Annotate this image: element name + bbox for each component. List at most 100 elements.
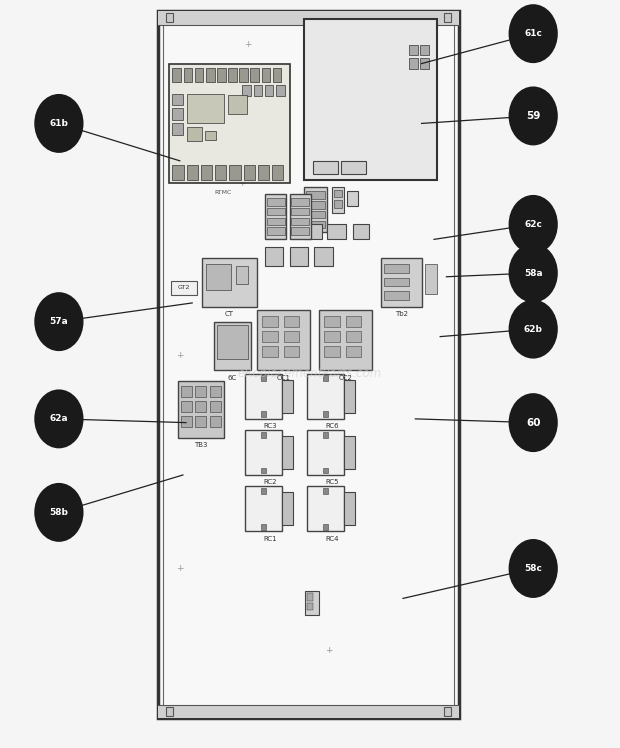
Bar [171,280,197,295]
Bar [344,380,355,413]
Bar [267,198,285,206]
Bar [181,386,192,397]
Text: eReplacementParts.com: eReplacementParts.com [238,367,382,381]
Bar [384,278,409,286]
Text: 62b: 62b [524,325,542,334]
Bar [228,95,247,114]
Bar [265,194,286,239]
Bar [195,401,206,412]
Text: 57a: 57a [50,317,68,326]
Bar [305,591,319,615]
Circle shape [510,88,557,144]
Bar [409,45,418,55]
Bar [323,488,328,494]
Bar [181,416,192,427]
Bar [307,486,344,531]
Text: CC1: CC1 [277,375,291,381]
Circle shape [510,301,557,358]
Bar [242,85,251,96]
Bar [323,411,328,417]
Bar [291,218,309,225]
Circle shape [35,293,82,350]
Circle shape [510,196,557,253]
Bar [420,45,429,55]
Text: RC2: RC2 [263,479,277,485]
Bar [319,310,372,370]
Bar [290,247,308,266]
Text: +: + [176,564,184,573]
Bar [265,247,283,266]
Bar [324,316,340,327]
Bar [284,331,299,342]
Bar [215,165,226,180]
Bar [323,432,328,438]
Bar [158,705,459,718]
Bar [158,11,459,718]
Circle shape [510,5,557,62]
Circle shape [35,95,82,152]
Bar [290,194,311,239]
Bar [172,123,183,135]
Bar [384,291,409,300]
Bar [187,165,198,180]
Bar [267,208,285,215]
Bar [169,64,290,183]
Bar [254,85,262,96]
Circle shape [510,245,557,301]
Text: Tb2: Tb2 [395,311,408,317]
Bar [306,201,325,209]
Bar [262,346,278,357]
Bar [172,94,183,105]
Text: RC6: RC6 [325,423,339,429]
Bar [306,211,325,218]
Text: +: + [238,179,246,188]
Bar [261,488,266,494]
Bar [409,58,418,69]
Text: 58b: 58b [50,508,68,517]
Bar [265,85,273,96]
Bar [327,224,346,239]
Bar [210,416,221,427]
Bar [381,258,422,307]
Bar [187,127,202,141]
Bar [184,68,192,82]
Bar [304,224,322,239]
Bar [261,432,266,438]
Bar [332,187,344,213]
Text: 59: 59 [526,111,541,121]
Bar [324,331,340,342]
Text: 6C: 6C [228,375,237,381]
Bar [239,68,248,82]
Text: CT: CT [225,311,234,317]
Bar [267,227,285,235]
Bar [261,375,266,381]
Bar [346,331,361,342]
Bar [217,68,226,82]
Bar [195,386,206,397]
Text: 60: 60 [526,417,541,428]
Bar [229,165,241,180]
Bar [425,264,437,294]
Bar [172,108,183,120]
Bar [262,316,278,327]
Text: 58c: 58c [525,564,542,573]
Text: 61b: 61b [50,119,68,128]
Bar [323,375,328,381]
Bar [282,436,293,469]
Bar [262,331,278,342]
Bar [214,322,251,370]
Bar [217,325,248,359]
Text: RTMC: RTMC [215,190,232,194]
Bar [306,191,325,199]
Bar [172,165,184,180]
Bar [306,221,325,228]
Bar [307,603,313,610]
Bar [344,436,355,469]
Bar [313,161,338,174]
Bar [307,430,344,475]
Bar [245,486,282,531]
Text: 62a: 62a [50,414,68,423]
Bar [228,68,237,82]
Bar [166,13,173,22]
Bar [304,187,327,232]
